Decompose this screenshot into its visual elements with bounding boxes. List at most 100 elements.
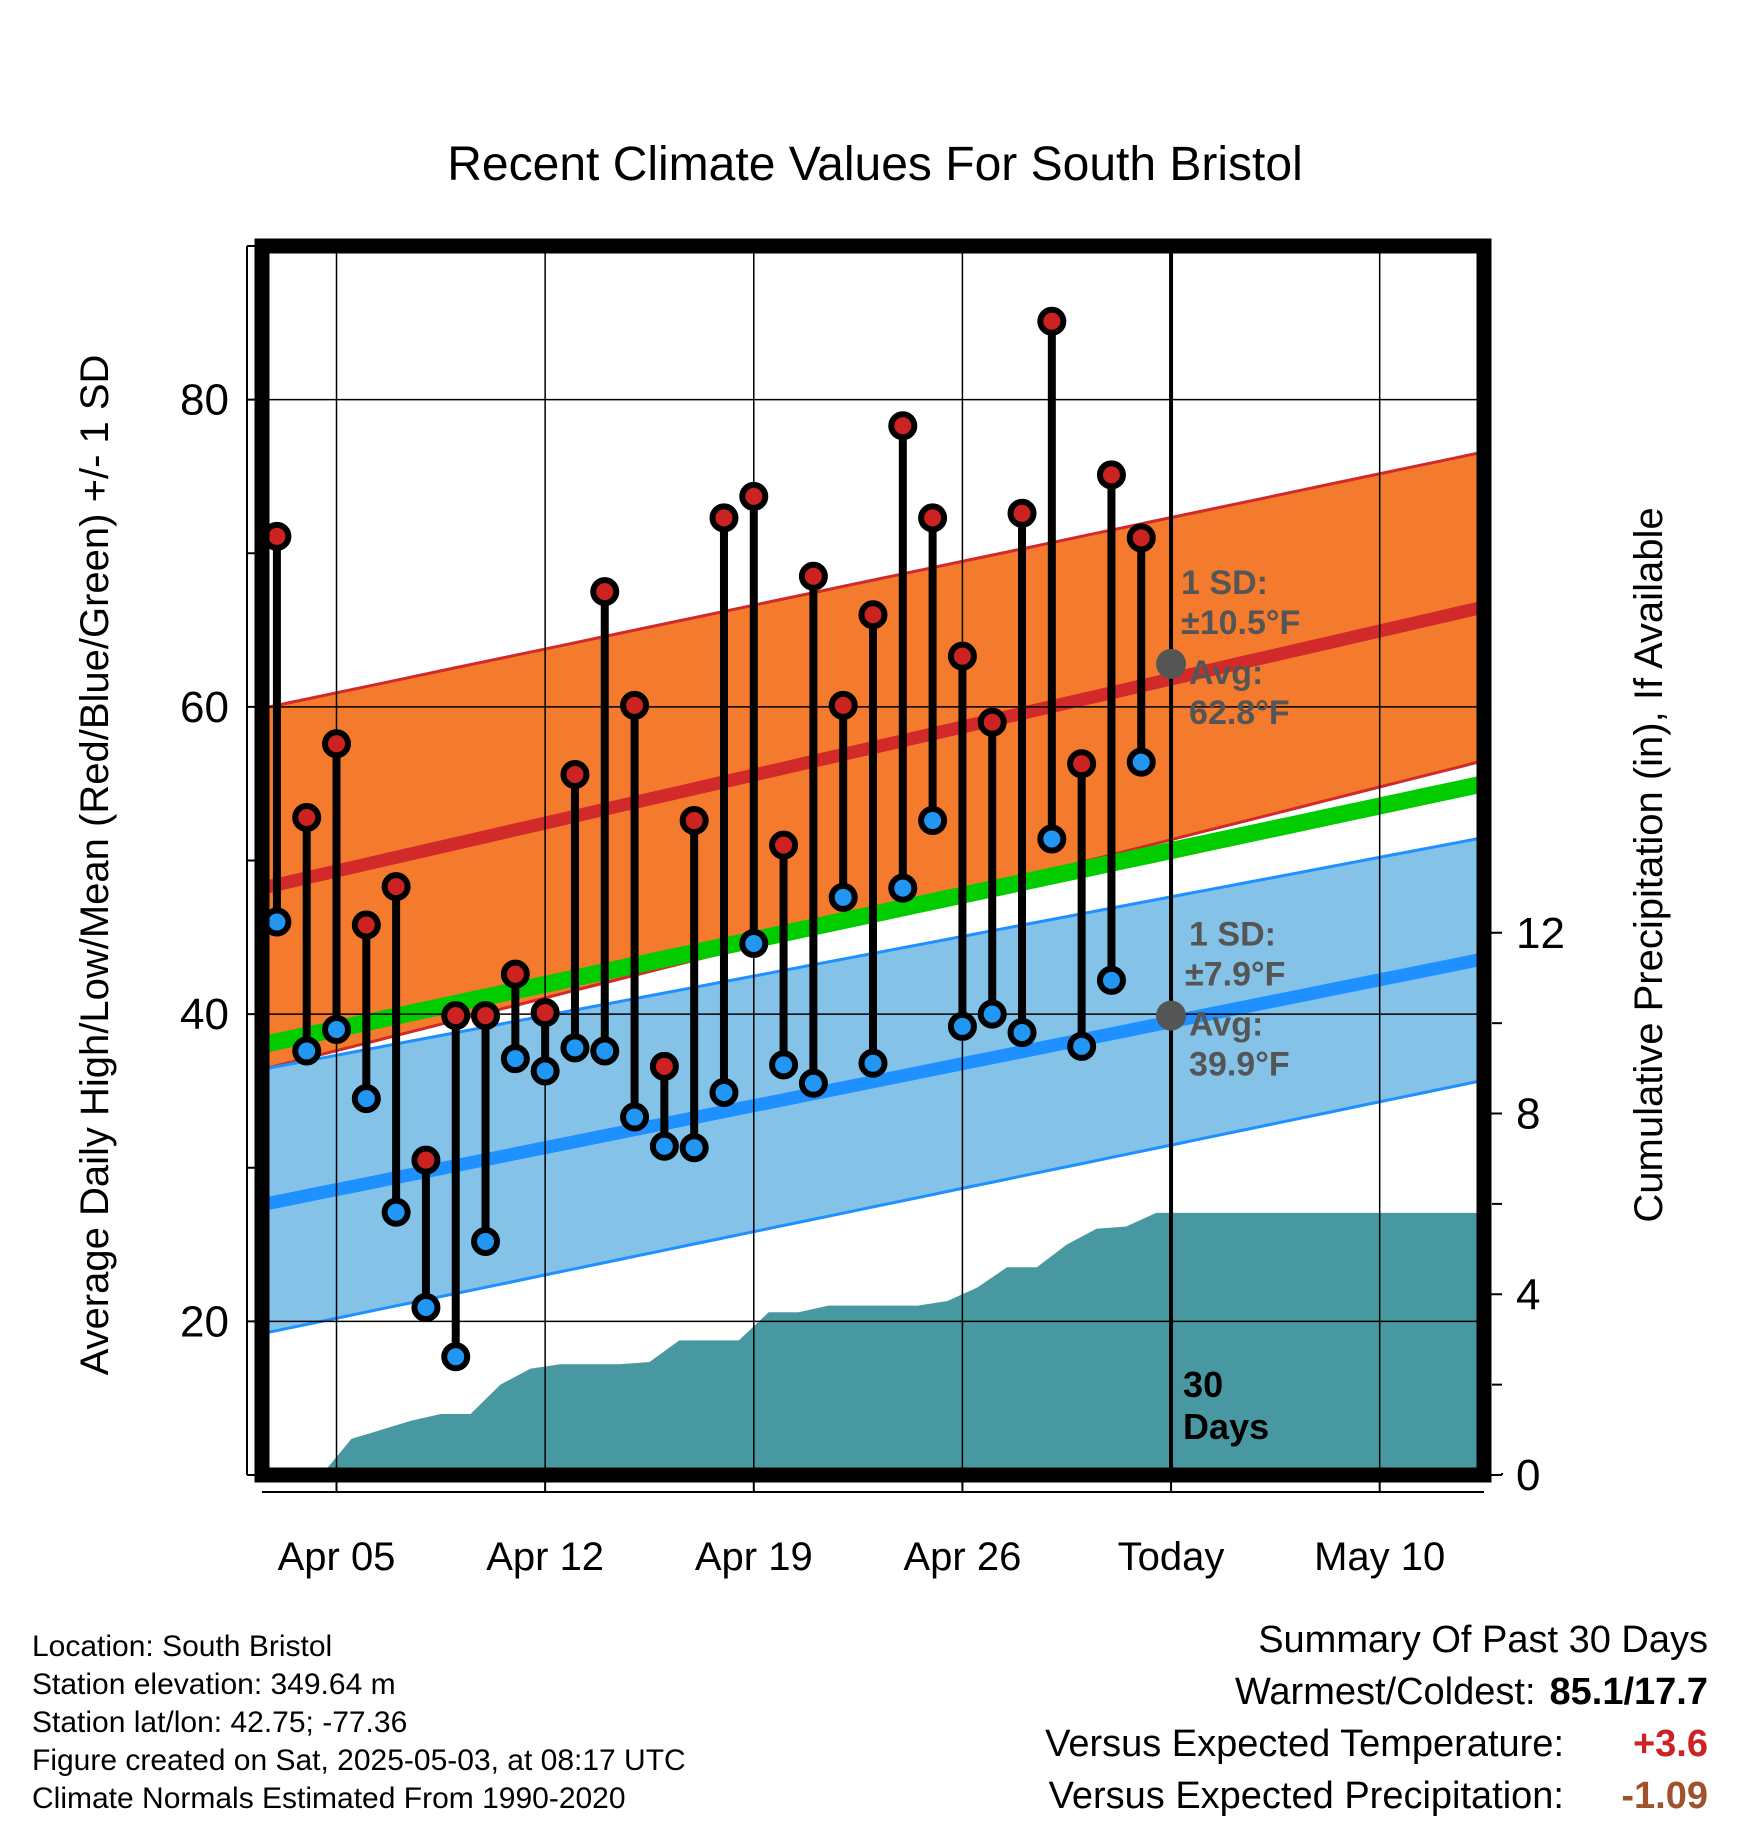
daily-high-point [1067,749,1097,779]
low-avg-value: 39.9°F [1189,1046,1290,1084]
daily-high-point [1096,460,1126,490]
precip-departure-label: Versus Expected Precipitation: [1048,1775,1564,1817]
daily-high-point [381,872,411,902]
daily-high-point [1037,306,1067,336]
x-tick-label: Apr 26 [903,1535,1021,1579]
daily-low-point [798,1068,828,1098]
y-axis-title: Average Daily High/Low/Mean (Red/Blue/Gr… [73,355,117,1376]
daily-high-point [1007,498,1037,528]
daily-high-point [590,577,620,607]
daily-low-point [500,1044,530,1074]
daily-low-point [977,999,1007,1029]
summary-panel: Summary Of Past 30 Days Warmest/Coldest:… [1045,1614,1708,1822]
y-tick-label: 80 [180,376,229,425]
y2-tick-label: 12 [1516,909,1565,958]
low-lower-edge [262,1078,1484,1336]
precip-departure-value: -1.09 [1621,1775,1708,1817]
precip-period-unit: Days [1183,1406,1269,1447]
elevation-text: Station elevation: 349.64 m [32,1668,396,1701]
daily-low-point [1096,965,1126,995]
warmest-coldest-row: Warmest/Coldest: 85.1/17.7 [1045,1666,1708,1718]
daily-high-point [709,503,739,533]
daily-low-point [441,1342,471,1372]
daily-low-point [769,1050,799,1080]
temp-departure-row: Versus Expected Temperature: +3.6 [1045,1718,1708,1770]
low-sd-label: 1 SD: [1189,916,1276,954]
daily-high-point [322,729,352,759]
daily-low-point [679,1133,709,1163]
y2-tick-label: 0 [1516,1451,1540,1500]
daily-low-point [381,1197,411,1227]
daily-high-point [798,561,828,591]
y2-tick-label: 8 [1516,1090,1540,1139]
daily-high-point [560,759,590,789]
daily-low-point [620,1102,650,1132]
station-metadata: Location: South Bristol Station elevatio… [32,1628,686,1818]
precip-departure-row: Versus Expected Precipitation: -1.09 [1045,1770,1708,1822]
high-avg-label: Avg: [1189,654,1263,692]
daily-low-point [828,882,858,912]
low-sd-value: ±7.9°F [1185,956,1285,994]
daily-high-point [947,641,977,671]
daily-low-point [858,1048,888,1078]
summary-heading: Summary Of Past 30 Days [1258,1619,1708,1661]
daily-low-point [947,1011,977,1041]
daily-low-point [530,1056,560,1086]
daily-high-point [471,1001,501,1031]
high-sd-label: 1 SD: [1181,564,1268,602]
daily-observations [262,306,1156,1372]
daily-low-point [709,1077,739,1107]
normals-text: Climate Normals Estimated From 1990-2020 [32,1782,626,1815]
daily-low-point [888,873,918,903]
daily-high-point [530,998,560,1028]
daily-low-point [351,1084,381,1114]
y2-axis-title: Cumulative Precipitation (in), If Availa… [1627,507,1671,1222]
daily-high-point [977,707,1007,737]
daily-low-point [471,1226,501,1256]
created-text: Figure created on Sat, 2025-05-03, at 08… [32,1744,686,1777]
daily-high-point [441,1001,471,1031]
y-tick-label: 20 [180,1297,229,1346]
daily-low-point [411,1293,441,1323]
daily-high-point [918,503,948,533]
daily-low-point [1067,1031,1097,1061]
daily-low-point [590,1036,620,1066]
warmest-coldest-value: 85.1/17.7 [1549,1671,1708,1713]
daily-high-point [292,802,322,832]
daily-high-point [679,806,709,836]
daily-high-point [858,600,888,630]
latlon-text: Station lat/lon: 42.75; -77.36 [32,1706,408,1739]
daily-low-point [292,1036,322,1066]
daily-high-point [620,690,650,720]
warmest-coldest-label: Warmest/Coldest: [1234,1671,1536,1713]
daily-low-point [560,1033,590,1063]
temp-departure-value: +3.6 [1632,1723,1708,1765]
daily-low-point [739,928,769,958]
daily-low-point [649,1131,679,1161]
daily-high-point [500,959,530,989]
x-tick-label: Today [1118,1535,1225,1579]
low-avg-marker [1156,1000,1187,1031]
high-upper-edge [262,450,1484,710]
daily-high-point [351,910,381,940]
high-avg-marker [1156,648,1187,679]
cumulative-precip-area [262,1212,1484,1475]
x-tick-label: May 10 [1314,1535,1445,1579]
low-avg-label: Avg: [1189,1006,1263,1044]
daily-high-point [739,481,769,511]
daily-low-point [1037,824,1067,854]
daily-low-point [322,1014,352,1044]
normal-low-line [262,952,1484,1211]
high-sd-value: ±10.5°F [1181,604,1300,642]
daily-high-point [1126,523,1156,553]
location-text: Location: South Bristol [32,1630,333,1663]
y-tick-label: 40 [180,990,229,1039]
plot-frame [254,238,1492,1483]
daily-high-point [828,690,858,720]
daily-high-point [888,411,918,441]
y2-tick-label: 4 [1516,1270,1540,1319]
